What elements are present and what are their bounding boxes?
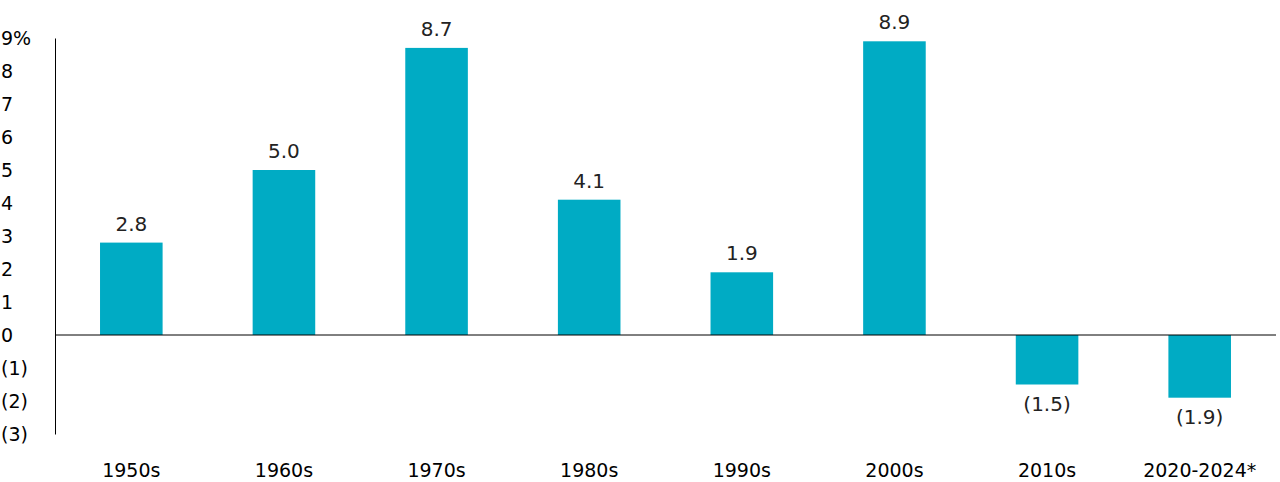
y-tick-label: (1) [1, 357, 28, 379]
data-label: (1.5) [1023, 392, 1070, 416]
y-axis: 9% 8 7 6 5 4 3 2 1 0 (1) (2) (3) [1, 27, 56, 445]
data-label: 4.1 [573, 169, 605, 193]
x-tick: 1960s [255, 434, 313, 481]
bar [1016, 335, 1079, 385]
y-tick-label: 7 [1, 93, 13, 115]
data-label: 5.0 [268, 139, 300, 163]
data-label: 2.8 [115, 212, 147, 236]
y-tick-label: 0 [1, 324, 13, 346]
x-tick-label: 1960s [255, 459, 313, 481]
y-tick-label: 8 [1, 60, 13, 82]
y-tick: 0 [1, 324, 55, 346]
x-tick: 1950s [102, 434, 160, 481]
x-tick-label: 2010s [1018, 459, 1076, 481]
zero-line [55, 335, 1276, 336]
data-label: 1.9 [726, 241, 758, 265]
y-tick-label: 6 [1, 126, 13, 148]
y-tick: 9% [1, 27, 55, 49]
x-tick-label: 2020-2024* [1143, 459, 1256, 481]
x-tick: 2000s [865, 434, 923, 481]
y-tick: (3) [1, 423, 55, 445]
data-labels: 2.8 5.0 8.7 4.1 1.9 8.9 (1.5) (1.9) [115, 10, 1223, 428]
bar [405, 48, 468, 335]
y-tick-label: 9% [1, 27, 31, 49]
y-tick-label: (3) [1, 423, 28, 445]
y-tick-label: (2) [1, 390, 28, 412]
y-tick: 8 [1, 60, 55, 82]
y-axis-line [55, 39, 56, 435]
bar [1168, 335, 1231, 398]
data-label: (1.9) [1176, 405, 1223, 429]
bar [253, 170, 316, 335]
x-tick-label: 1970s [407, 459, 465, 481]
x-tick: 2020-2024* [1143, 434, 1256, 481]
x-tick: 1980s [560, 434, 618, 481]
bar [558, 200, 621, 335]
x-tick: 1990s [713, 434, 771, 481]
x-axis: 1950s 1960s 1970s 1980s 1990s 2000s 2010s 2020-… [102, 434, 1256, 481]
y-tick: 6 [1, 126, 55, 148]
x-tick-label: 1980s [560, 459, 618, 481]
bar [863, 41, 926, 335]
bar [711, 272, 774, 335]
bar [100, 243, 163, 335]
y-tick: 4 [1, 192, 55, 214]
x-tick: 1970s [407, 434, 465, 481]
y-tick: (1) [1, 357, 55, 379]
y-tick: 5 [1, 159, 55, 181]
bars [100, 41, 1231, 397]
y-tick: 3 [1, 225, 55, 247]
y-tick: 1 [1, 291, 55, 313]
x-tick: 2010s [1018, 434, 1076, 481]
y-tick: (2) [1, 390, 55, 412]
y-tick-label: 4 [1, 192, 13, 214]
x-tick-label: 1950s [102, 459, 160, 481]
x-tick-label: 2000s [865, 459, 923, 481]
chart: 9% 8 7 6 5 4 3 2 1 0 (1) (2) (3) 2.8 5.0 8.7 4.1 1.9 8.9 (1… [0, 0, 1280, 482]
y-tick-label: 1 [1, 291, 13, 313]
y-tick: 7 [1, 93, 55, 115]
y-tick-label: 2 [1, 258, 13, 280]
y-tick: 2 [1, 258, 55, 280]
data-label: 8.7 [421, 17, 453, 41]
x-tick-label: 1990s [713, 459, 771, 481]
y-tick-label: 5 [1, 159, 13, 181]
data-label: 8.9 [879, 10, 911, 34]
y-tick-label: 3 [1, 225, 13, 247]
